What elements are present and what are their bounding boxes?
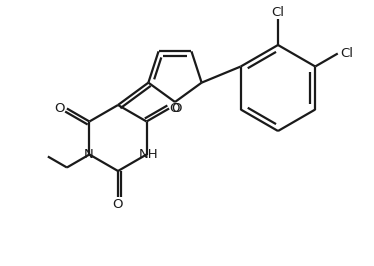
Text: NH: NH	[139, 148, 159, 161]
Text: O: O	[170, 102, 180, 114]
Text: N: N	[83, 148, 93, 161]
Text: Cl: Cl	[272, 6, 285, 19]
Text: O: O	[171, 102, 181, 115]
Text: O: O	[55, 102, 65, 115]
Text: O: O	[113, 197, 123, 210]
Text: Cl: Cl	[340, 47, 353, 60]
